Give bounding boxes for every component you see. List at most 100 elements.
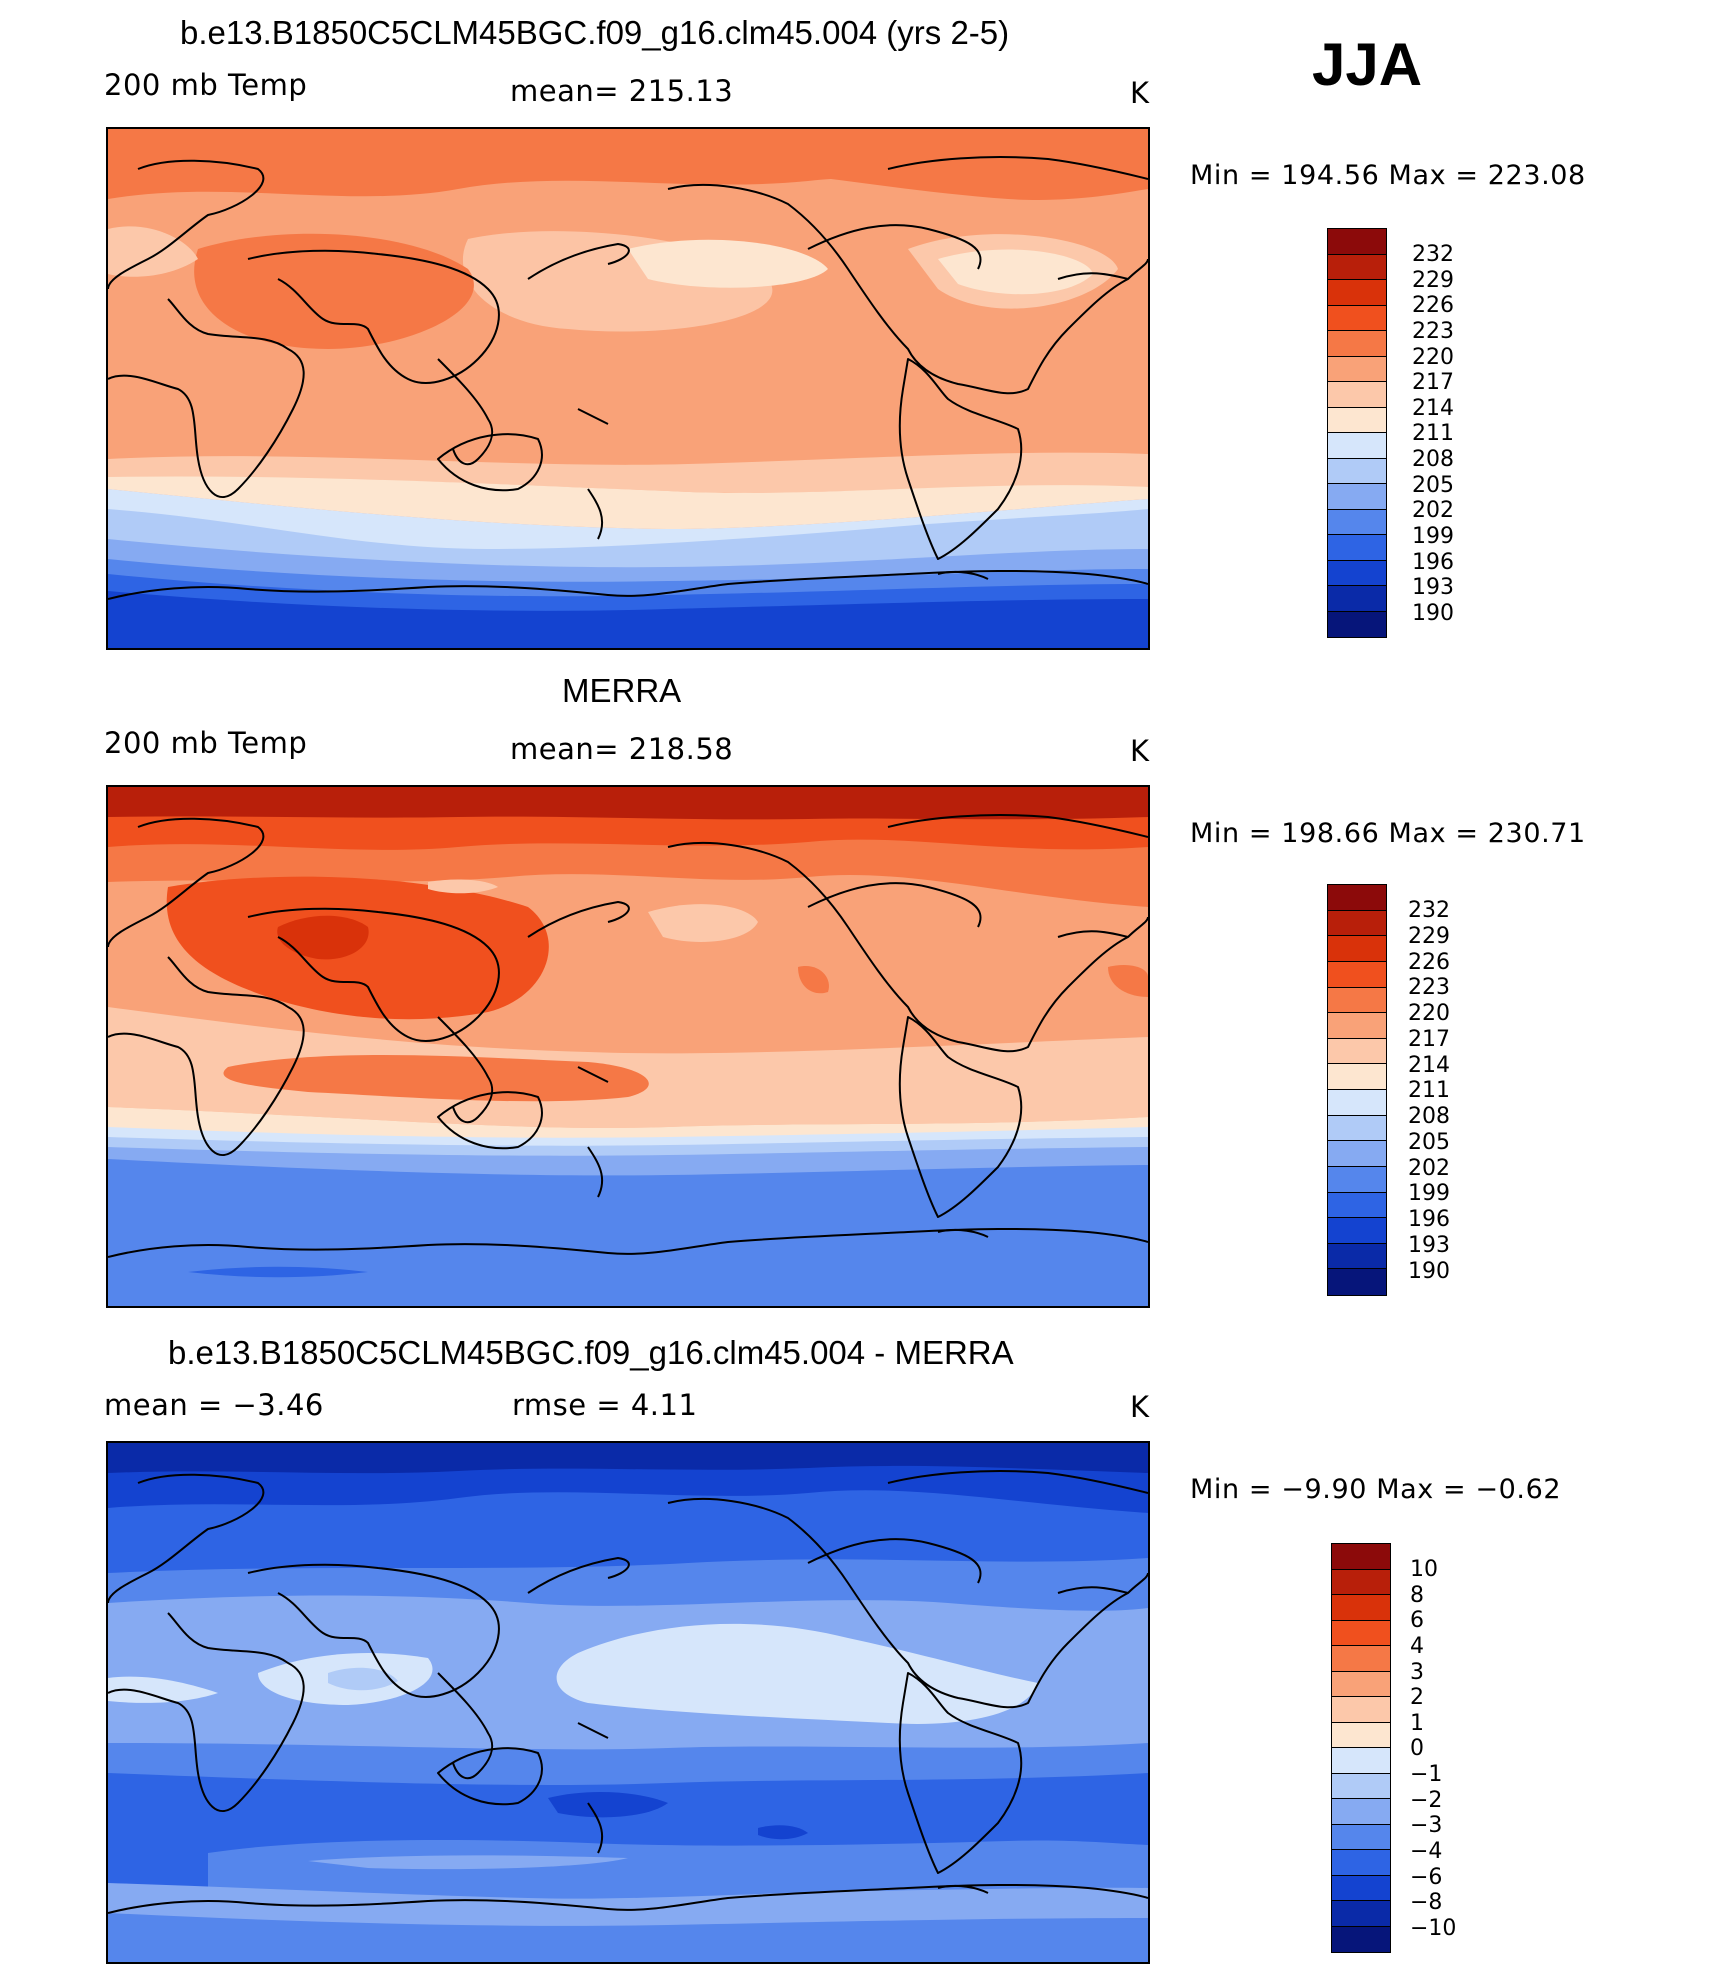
colorbar-swatch (1328, 987, 1386, 1014)
map-contours (108, 787, 1148, 1306)
panel-title: b.e13.B1850C5CLM45BGC.f09_g16.clm45.004 … (168, 1334, 1014, 1371)
colorbar-tick: 4 (1410, 1633, 1424, 1659)
mean-label: mean = −3.46 (104, 1388, 324, 1422)
colorbar-swatch (1328, 611, 1386, 637)
colorbar-difference (1331, 1543, 1391, 1953)
colorbar-swatch (1328, 535, 1386, 561)
colorbar-swatch (1328, 1013, 1386, 1039)
temperature-difference-map (106, 1441, 1150, 1964)
colorbar-tick: 232 (1408, 898, 1450, 923)
colorbar-swatch (1332, 1544, 1390, 1570)
rmse-label: rmse = 4.11 (512, 1388, 698, 1422)
colorbar-swatch (1332, 1875, 1390, 1901)
colorbar-swatch (1328, 305, 1386, 331)
colorbar-swatch (1328, 560, 1386, 586)
season-label: JJA (1312, 31, 1423, 98)
colorbar-swatch (1328, 1038, 1386, 1065)
colorbar-swatch (1328, 910, 1386, 937)
colorbar-tick: 229 (1412, 267, 1454, 293)
colorbar-tick: 1 (1410, 1710, 1424, 1736)
colorbar-tick: 205 (1412, 472, 1454, 498)
colorbar-swatch (1328, 356, 1386, 382)
colorbar-tick: 217 (1412, 370, 1454, 396)
colorbar-tick: 214 (1412, 395, 1454, 421)
colorbar-swatch (1332, 1773, 1390, 1799)
colorbar-tick: 208 (1408, 1104, 1450, 1129)
colorbar-tick: 196 (1408, 1207, 1450, 1232)
mean-label: mean= 218.58 (510, 732, 734, 766)
colorbar-swatch (1328, 484, 1386, 510)
colorbar-tick: 223 (1412, 318, 1454, 344)
colorbar-tick: 6 (1410, 1608, 1424, 1634)
colorbar-swatch (1332, 1799, 1390, 1825)
colorbar-swatch (1328, 254, 1386, 280)
colorbar-swatch (1328, 1064, 1386, 1090)
colorbar-tick: 8 (1410, 1582, 1424, 1608)
colorbar-tick: 190 (1408, 1258, 1450, 1284)
min-max-label: Min = −9.90 Max = −0.62 (1190, 1474, 1562, 1505)
colorbar-swatch (1328, 1243, 1386, 1270)
colorbar-swatch (1332, 1824, 1390, 1850)
colorbar-tick: 226 (1408, 949, 1450, 975)
colorbar-swatch (1328, 509, 1386, 535)
colorbar-tick: 208 (1412, 447, 1454, 472)
colorbar-swatch (1328, 936, 1386, 962)
colorbar-swatch (1328, 407, 1386, 433)
colorbar-swatch (1332, 1850, 1390, 1876)
colorbar-tick: −3 (1410, 1813, 1443, 1839)
colorbar-swatch (1332, 1646, 1390, 1672)
colorbar-tick: 3 (1410, 1659, 1424, 1685)
mean-label: mean= 215.13 (510, 74, 734, 108)
colorbar-swatch (1332, 1595, 1390, 1621)
colorbar-swatch (1328, 1269, 1386, 1295)
colorbar-tick: 214 (1408, 1052, 1450, 1078)
colorbar-tick: 220 (1412, 344, 1454, 370)
colorbar-swatch (1332, 1620, 1390, 1646)
colorbar-swatch (1328, 433, 1386, 459)
colorbar-swatch (1328, 885, 1386, 911)
variable-label: 200 mb Temp (104, 726, 308, 760)
colorbar-swatch (1328, 1141, 1386, 1167)
colorbar-swatch (1328, 229, 1386, 255)
panel-title: b.e13.B1850C5CLM45BGC.f09_g16.clm45.004 … (180, 14, 1010, 51)
colorbar-tick: 199 (1408, 1181, 1450, 1207)
colorbar-swatch (1328, 1166, 1386, 1193)
colorbar-swatch (1328, 331, 1386, 357)
colorbar-model (1327, 228, 1387, 638)
colorbar-tick: 220 (1408, 1001, 1450, 1026)
panel-title: MERRA (562, 672, 682, 709)
colorbar-tick: −8 (1410, 1890, 1443, 1916)
colorbar-tick: 205 (1408, 1129, 1450, 1155)
colorbar-swatch (1332, 1671, 1390, 1697)
colorbar-tick: 223 (1408, 975, 1450, 1001)
temperature-map-model (106, 127, 1150, 650)
variable-label: 200 mb Temp (104, 68, 308, 102)
colorbar-tick: −1 (1410, 1762, 1443, 1787)
colorbar-swatch (1328, 1090, 1386, 1116)
map-contours (108, 1443, 1148, 1962)
colorbar-swatch (1332, 1569, 1390, 1595)
colorbar-tick: −4 (1410, 1838, 1443, 1864)
colorbar-tick: 196 (1412, 549, 1454, 575)
colorbar-tick: −10 (1410, 1915, 1457, 1941)
colorbar-swatch (1332, 1722, 1390, 1748)
colorbar-tick: 190 (1412, 600, 1454, 626)
colorbar-tick: 211 (1412, 421, 1454, 447)
min-max-label: Min = 198.66 Max = 230.71 (1190, 818, 1586, 849)
colorbar-swatch (1328, 280, 1386, 306)
colorbar-swatch (1328, 382, 1386, 408)
colorbar-tick: 226 (1412, 293, 1454, 319)
colorbar-tick: 202 (1408, 1155, 1450, 1181)
temperature-map-merra (106, 785, 1150, 1308)
colorbar-swatch (1332, 1901, 1390, 1927)
colorbar-swatch (1332, 1926, 1390, 1952)
colorbar-tick: 199 (1412, 523, 1454, 549)
units-label: K (1130, 734, 1150, 768)
colorbar-tick: 217 (1408, 1026, 1450, 1052)
colorbar-tick: 10 (1410, 1557, 1438, 1582)
colorbar-tick: 202 (1412, 498, 1454, 524)
colorbar-merra (1327, 884, 1387, 1296)
colorbar-tick: 229 (1408, 923, 1450, 949)
colorbar-swatch (1328, 1192, 1386, 1219)
colorbar-tick: 193 (1408, 1232, 1450, 1258)
